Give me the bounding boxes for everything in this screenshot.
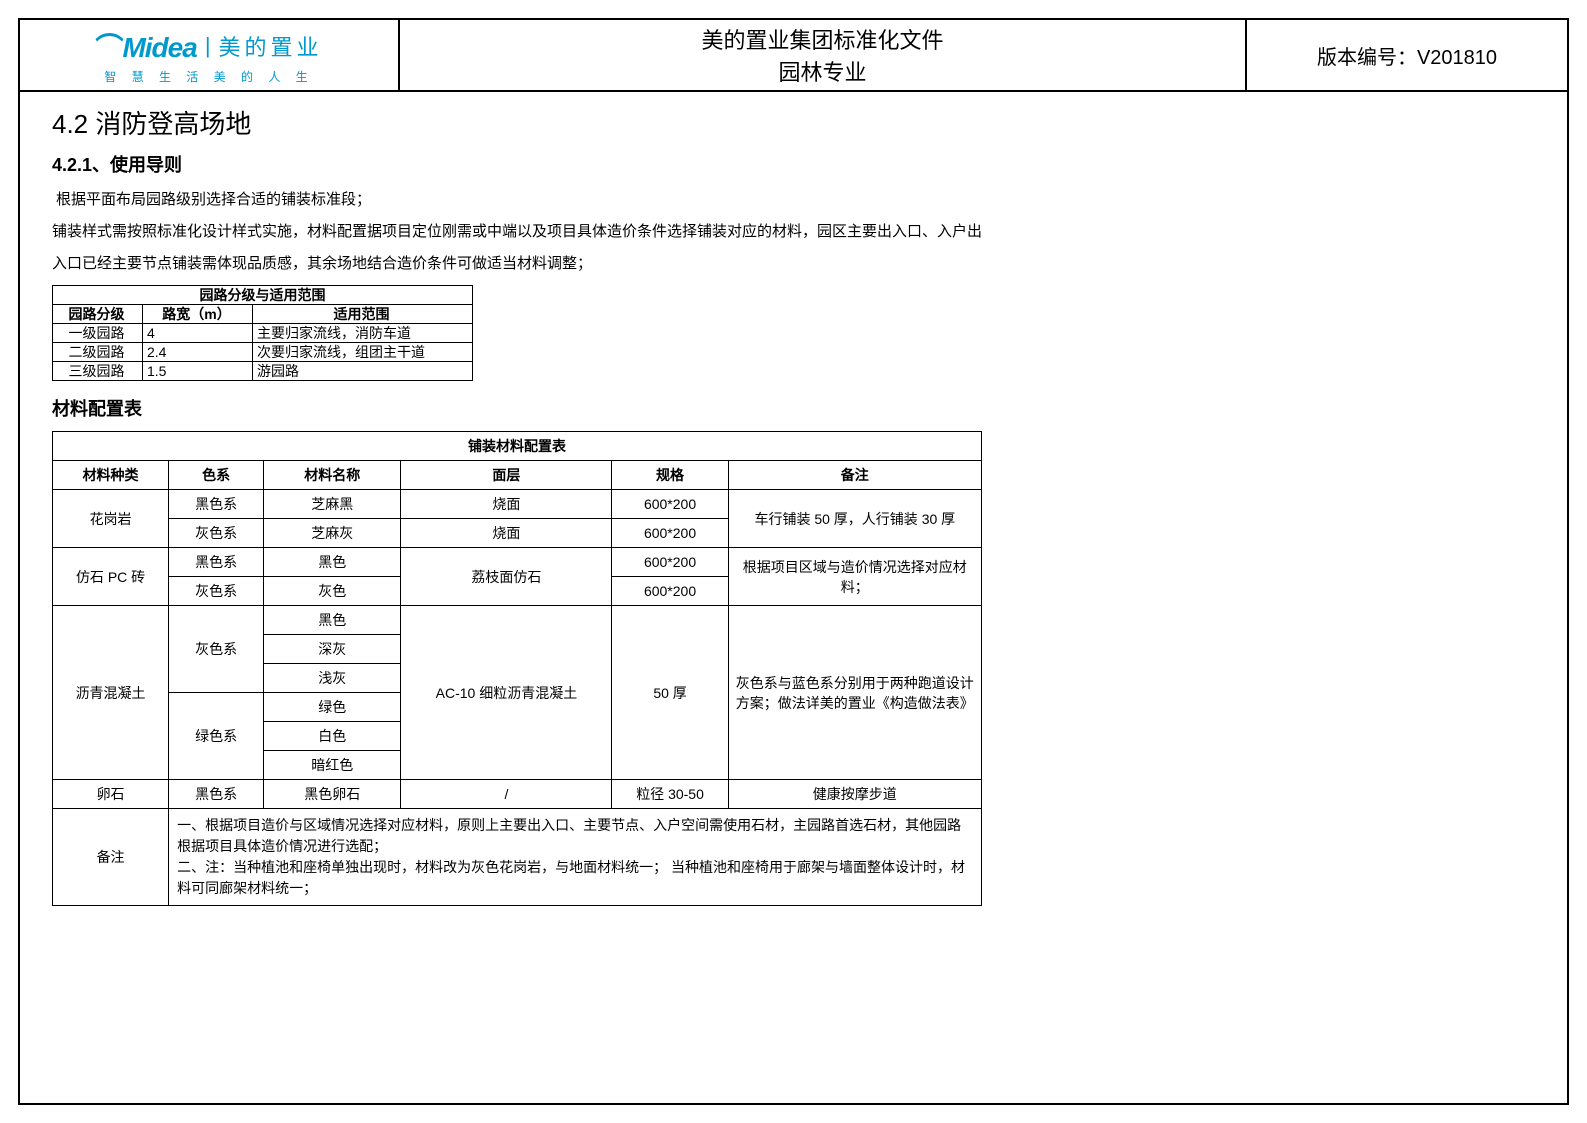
- table-row: 二级园路2.4次要归家流线，组团主干道: [53, 343, 473, 362]
- header-version-cell: 版本编号：V201810: [1247, 20, 1567, 90]
- material-config-title: 材料配置表: [52, 395, 1535, 421]
- road-grade-table: 园路分级与适用范围 园路分级 路宽（m） 适用范围 一级园路4主要归家流线，消防…: [52, 285, 473, 381]
- big-table-header: 材料种类 色系 材料名称 面层 规格 备注: [53, 461, 982, 490]
- doc-title-1: 美的置业集团标准化文件: [701, 23, 943, 55]
- paragraph-1: 根据平面布局园路级别选择合适的铺装标准段；: [52, 185, 1535, 215]
- table-row: 仿石 PC 砖 黑色系 黑色 荔枝面仿石 600*200 根据项目区域与造价情况…: [53, 548, 982, 577]
- logo-chinese: 美的置业: [219, 30, 323, 62]
- midea-logo-text: ⌒Midea: [95, 26, 196, 66]
- section-title: 4.2 消防登高场地: [52, 104, 1535, 141]
- paragraph-2: 铺装样式需按照标准化设计样式实施，材料配置据项目定位刚需或中端以及项目具体造价条…: [52, 217, 1535, 247]
- table-row: 三级园路1.5游园路: [53, 362, 473, 381]
- small-table-header-row: 园路分级 路宽（m） 适用范围: [53, 305, 473, 324]
- table-row: 一级园路4主要归家流线，消防车道: [53, 324, 473, 343]
- logo-line: ⌒Midea | 美的置业: [95, 26, 322, 66]
- header-row: ⌒Midea | 美的置业 智 慧 生 活 美 的 人 生 美的置业集团标准化文…: [20, 20, 1567, 92]
- st-h1: 路宽（m）: [143, 305, 253, 324]
- table-footer-note: 一、根据项目造价与区域情况选择对应材料，原则上主要出入口、主要节点、入户空间需使…: [169, 809, 982, 906]
- st-h0: 园路分级: [53, 305, 143, 324]
- header-logo-cell: ⌒Midea | 美的置业 智 慧 生 活 美 的 人 生: [20, 20, 400, 90]
- version-text: 版本编号：V201810: [1317, 41, 1497, 70]
- doc-title-2: 园林专业: [778, 55, 866, 87]
- table-row: 卵石 黑色系 黑色卵石 / 粒径 30-50 健康按摩步道: [53, 780, 982, 809]
- page-frame: ⌒Midea | 美的置业 智 慧 生 活 美 的 人 生 美的置业集团标准化文…: [18, 18, 1569, 1105]
- section-subtitle: 4.2.1、使用导则: [52, 151, 1535, 177]
- material-config-table: 铺装材料配置表 材料种类 色系 材料名称 面层 规格 备注 花岗岩 黑色系 芝麻…: [52, 431, 982, 906]
- content-area: 4.2 消防登高场地 4.2.1、使用导则 根据平面布局园路级别选择合适的铺装标…: [20, 92, 1567, 916]
- table-row: 沥青混凝土 灰色系 黑色 AC-10 细粒沥青混凝土 50 厚 灰色系与蓝色系分…: [53, 606, 982, 635]
- st-h2: 适用范围: [253, 305, 473, 324]
- big-table-caption: 铺装材料配置表: [53, 432, 982, 461]
- logo-sub: 智 慧 生 活 美 的 人 生: [104, 68, 313, 85]
- header-title-cell: 美的置业集团标准化文件 园林专业: [400, 20, 1247, 90]
- paragraph-3: 入口已经主要节点铺装需体现品质感，其余场地结合造价条件可做适当材料调整；: [52, 249, 1535, 279]
- small-table-caption: 园路分级与适用范围: [53, 286, 473, 305]
- logo-divider: |: [205, 33, 211, 59]
- table-footer-row: 备注 一、根据项目造价与区域情况选择对应材料，原则上主要出入口、主要节点、入户空…: [53, 809, 982, 906]
- table-row: 花岗岩 黑色系 芝麻黑 烧面 600*200 车行铺装 50 厚，人行铺装 30…: [53, 490, 982, 519]
